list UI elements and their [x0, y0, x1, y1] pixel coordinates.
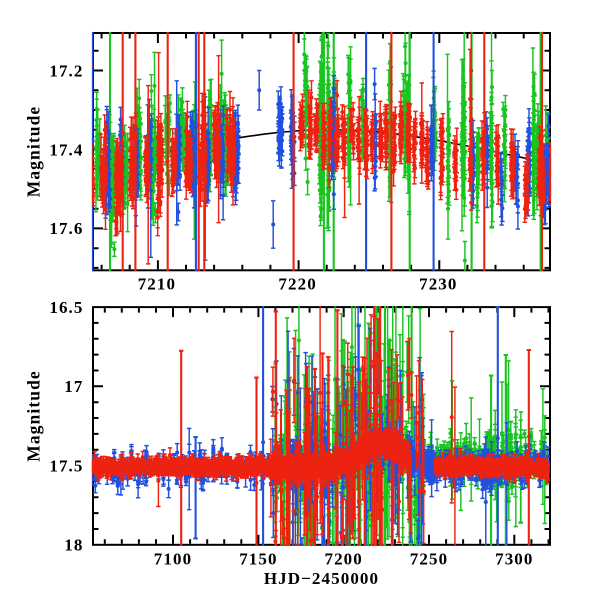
svg-text:17.4: 17.4	[49, 140, 83, 159]
svg-text:HJD−2450000: HJD−2450000	[264, 569, 379, 588]
svg-text:7200: 7200	[324, 549, 362, 568]
svg-text:7220: 7220	[278, 274, 316, 293]
svg-text:17.2: 17.2	[49, 61, 83, 80]
svg-text:17: 17	[64, 377, 83, 396]
svg-text:7300: 7300	[495, 549, 533, 568]
svg-text:Magnitude: Magnitude	[24, 370, 44, 462]
svg-text:16.5: 16.5	[49, 298, 83, 317]
svg-text:7150: 7150	[239, 549, 277, 568]
svg-text:7250: 7250	[410, 549, 448, 568]
svg-text:18: 18	[64, 536, 83, 555]
svg-text:7230: 7230	[419, 274, 457, 293]
svg-text:7100: 7100	[154, 549, 192, 568]
svg-text:Magnitude: Magnitude	[24, 106, 44, 198]
svg-text:7210: 7210	[138, 274, 176, 293]
svg-text:17.5: 17.5	[49, 456, 83, 475]
svg-text:17.6: 17.6	[49, 219, 83, 238]
